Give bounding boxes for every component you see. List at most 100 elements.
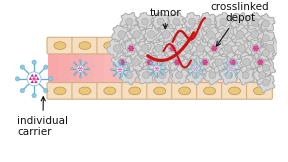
Polygon shape <box>245 25 266 45</box>
Ellipse shape <box>154 87 166 95</box>
Circle shape <box>231 59 233 62</box>
Circle shape <box>129 46 131 48</box>
Circle shape <box>224 45 232 52</box>
Circle shape <box>149 59 152 62</box>
Circle shape <box>20 88 24 93</box>
Polygon shape <box>118 70 120 72</box>
Circle shape <box>183 45 190 52</box>
Circle shape <box>195 68 196 69</box>
Text: individual
carrier: individual carrier <box>18 97 69 137</box>
Circle shape <box>113 63 115 65</box>
Circle shape <box>176 61 178 63</box>
Circle shape <box>269 36 271 38</box>
Circle shape <box>227 65 234 72</box>
Circle shape <box>253 47 255 50</box>
Polygon shape <box>36 77 39 80</box>
Circle shape <box>120 63 122 65</box>
Polygon shape <box>215 25 236 45</box>
Polygon shape <box>135 12 154 31</box>
Polygon shape <box>253 75 255 76</box>
Circle shape <box>132 58 140 66</box>
Circle shape <box>147 31 155 38</box>
Polygon shape <box>185 23 207 45</box>
Polygon shape <box>154 68 156 69</box>
Circle shape <box>155 45 163 52</box>
Circle shape <box>73 74 75 76</box>
Polygon shape <box>162 37 184 58</box>
Circle shape <box>118 31 126 38</box>
FancyBboxPatch shape <box>172 37 198 54</box>
Polygon shape <box>221 52 242 73</box>
Polygon shape <box>208 52 229 73</box>
Circle shape <box>256 42 258 43</box>
Polygon shape <box>81 68 83 69</box>
Circle shape <box>258 59 260 62</box>
Circle shape <box>192 72 199 79</box>
Polygon shape <box>34 80 38 83</box>
Polygon shape <box>246 12 265 31</box>
Polygon shape <box>120 67 122 69</box>
Polygon shape <box>167 51 188 73</box>
Circle shape <box>236 74 238 76</box>
Polygon shape <box>196 66 198 68</box>
Circle shape <box>174 47 176 50</box>
Circle shape <box>224 62 226 64</box>
Polygon shape <box>154 65 173 84</box>
Circle shape <box>175 63 177 65</box>
Polygon shape <box>120 70 122 72</box>
Circle shape <box>170 47 172 50</box>
Ellipse shape <box>228 42 240 49</box>
Circle shape <box>214 49 216 51</box>
Circle shape <box>162 74 164 76</box>
Circle shape <box>130 47 132 49</box>
Polygon shape <box>259 39 281 59</box>
Bar <box>115 53 126 83</box>
Circle shape <box>116 66 124 73</box>
Polygon shape <box>203 66 222 85</box>
Polygon shape <box>170 65 189 84</box>
Circle shape <box>230 76 232 78</box>
Bar <box>137 53 149 83</box>
Circle shape <box>224 74 226 76</box>
Polygon shape <box>230 13 249 31</box>
Circle shape <box>121 61 123 63</box>
Polygon shape <box>122 38 142 59</box>
Circle shape <box>214 46 216 48</box>
Text: tumor: tumor <box>149 8 181 29</box>
Bar <box>193 53 204 83</box>
Polygon shape <box>261 38 262 39</box>
Polygon shape <box>80 69 82 71</box>
Circle shape <box>177 63 179 65</box>
Polygon shape <box>231 38 252 59</box>
Circle shape <box>73 62 75 64</box>
FancyBboxPatch shape <box>221 37 247 54</box>
Polygon shape <box>236 52 256 73</box>
Circle shape <box>192 31 200 38</box>
Polygon shape <box>121 69 123 70</box>
Circle shape <box>173 18 180 25</box>
Polygon shape <box>29 77 32 80</box>
Circle shape <box>20 65 24 69</box>
Polygon shape <box>194 66 196 68</box>
Circle shape <box>79 76 81 78</box>
Bar <box>93 53 104 83</box>
Circle shape <box>71 68 73 70</box>
Polygon shape <box>190 38 211 59</box>
Ellipse shape <box>179 87 191 95</box>
Polygon shape <box>194 51 216 72</box>
Circle shape <box>262 35 269 42</box>
Ellipse shape <box>79 42 91 49</box>
Polygon shape <box>31 74 34 77</box>
Polygon shape <box>256 29 275 47</box>
FancyBboxPatch shape <box>147 83 173 99</box>
FancyBboxPatch shape <box>247 37 272 54</box>
Circle shape <box>170 46 173 48</box>
Circle shape <box>156 59 158 61</box>
Circle shape <box>233 59 235 62</box>
Circle shape <box>173 49 175 51</box>
Circle shape <box>233 63 235 65</box>
Circle shape <box>119 69 121 70</box>
Circle shape <box>261 61 264 63</box>
FancyBboxPatch shape <box>97 37 123 54</box>
Circle shape <box>119 60 121 62</box>
